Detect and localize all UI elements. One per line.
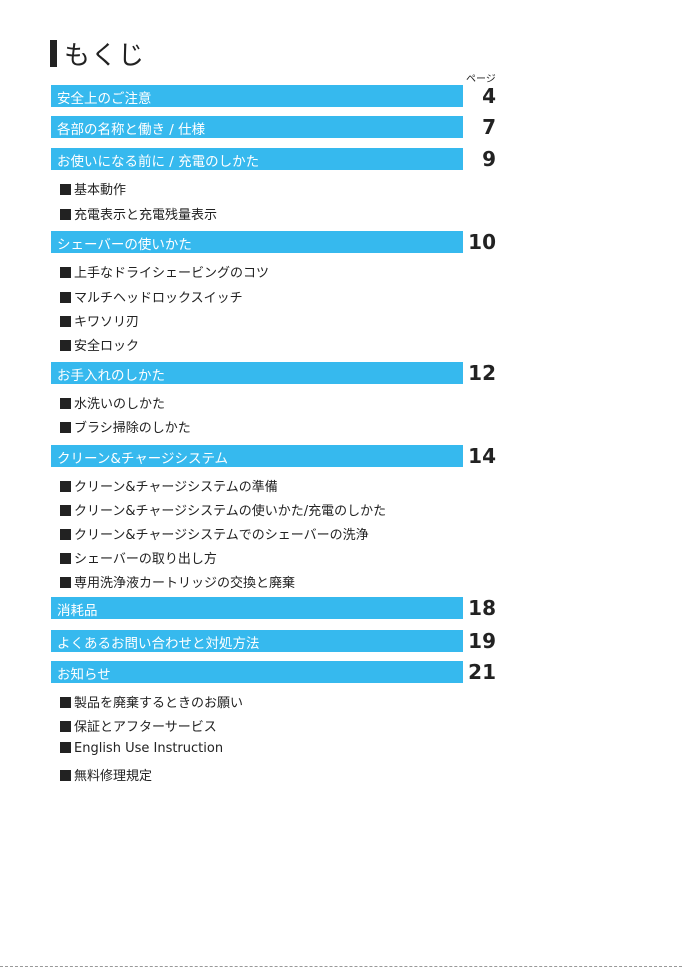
- list-item[interactable]: 安全ロック: [60, 335, 139, 354]
- list-item[interactable]: 保証とアフターサービス: [60, 716, 217, 735]
- section-label: クリーン&チャージシステム: [57, 451, 229, 467]
- section-label: シェーバーの使いかた: [57, 237, 192, 253]
- list-item[interactable]: 無料修理規定: [60, 765, 152, 784]
- section-parts[interactable]: 各部の名称と働き / 仕様: [51, 116, 463, 138]
- section-page-number: 18: [468, 596, 496, 620]
- toc-title: もくじ: [50, 38, 145, 71]
- bullet-square-icon: [60, 267, 71, 278]
- section-notices[interactable]: お知らせ: [51, 661, 463, 683]
- title-marker: [50, 39, 57, 67]
- list-item[interactable]: 水洗いのしかた: [60, 393, 165, 412]
- list-item[interactable]: 上手なドライシェービングのコツ: [60, 262, 269, 281]
- list-item[interactable]: English Use Instruction: [60, 741, 223, 756]
- list-item[interactable]: クリーン&チャージシステムの準備: [60, 476, 278, 495]
- bullet-square-icon: [60, 340, 71, 351]
- section-clean-charge[interactable]: クリーン&チャージシステム: [51, 445, 463, 467]
- list-item[interactable]: 充電表示と充電残量表示: [60, 204, 217, 223]
- page-title: もくじ: [64, 40, 146, 71]
- bullet-square-icon: [60, 481, 71, 492]
- list-item[interactable]: ブラシ掃除のしかた: [60, 417, 191, 436]
- section-how-to-use[interactable]: シェーバーの使いかた: [51, 231, 463, 253]
- list-item[interactable]: 製品を廃棄するときのお願い: [60, 692, 243, 711]
- bullet-square-icon: [60, 770, 71, 781]
- section-care[interactable]: お手入れのしかた: [51, 362, 463, 384]
- bullet-square-icon: [60, 553, 71, 564]
- section-consumables[interactable]: 消耗品: [51, 597, 463, 619]
- section-label: 消耗品: [57, 603, 98, 619]
- section-page-number: 10: [468, 230, 496, 254]
- section-page-number: 19: [468, 629, 496, 653]
- bullet-square-icon: [60, 529, 71, 540]
- section-before-use[interactable]: お使いになる前に / 充電のしかた: [51, 148, 463, 170]
- bullet-square-icon: [60, 505, 71, 516]
- list-item[interactable]: シェーバーの取り出し方: [60, 548, 217, 567]
- section-label: お使いになる前に / 充電のしかた: [57, 154, 260, 170]
- section-page-number: 9: [482, 147, 496, 171]
- list-item[interactable]: クリーン&チャージシステムでのシェーバーの洗浄: [60, 524, 369, 543]
- section-safety[interactable]: 安全上のご注意: [51, 85, 463, 107]
- page-column-label: ページ: [466, 74, 496, 85]
- list-item[interactable]: マルチヘッドロックスイッチ: [60, 287, 243, 306]
- section-label: よくあるお問い合わせと対処方法: [57, 636, 260, 652]
- section-label: お知らせ: [57, 667, 111, 683]
- section-faq[interactable]: よくあるお問い合わせと対処方法: [51, 630, 463, 652]
- section-label: 各部の名称と働き / 仕様: [57, 122, 206, 138]
- list-item[interactable]: 基本動作: [60, 179, 126, 198]
- bullet-square-icon: [60, 721, 71, 732]
- bullet-square-icon: [60, 316, 71, 327]
- list-item[interactable]: キワソリ刃: [60, 311, 139, 330]
- section-page-number: 4: [482, 84, 496, 108]
- section-page-number: 21: [468, 660, 496, 684]
- section-page-number: 12: [468, 361, 496, 385]
- bullet-square-icon: [60, 742, 71, 753]
- section-page-number: 14: [468, 444, 496, 468]
- list-item[interactable]: 専用洗浄液カートリッジの交換と廃棄: [60, 572, 295, 591]
- bullet-square-icon: [60, 422, 71, 433]
- bullet-square-icon: [60, 209, 71, 220]
- section-label: 安全上のご注意: [57, 91, 152, 107]
- bullet-square-icon: [60, 398, 71, 409]
- bullet-square-icon: [60, 697, 71, 708]
- list-item[interactable]: クリーン&チャージシステムの使いかた/充電のしかた: [60, 500, 386, 519]
- section-label: お手入れのしかた: [57, 368, 165, 384]
- bullet-square-icon: [60, 292, 71, 303]
- bullet-square-icon: [60, 184, 71, 195]
- section-page-number: 7: [482, 115, 496, 139]
- bullet-square-icon: [60, 577, 71, 588]
